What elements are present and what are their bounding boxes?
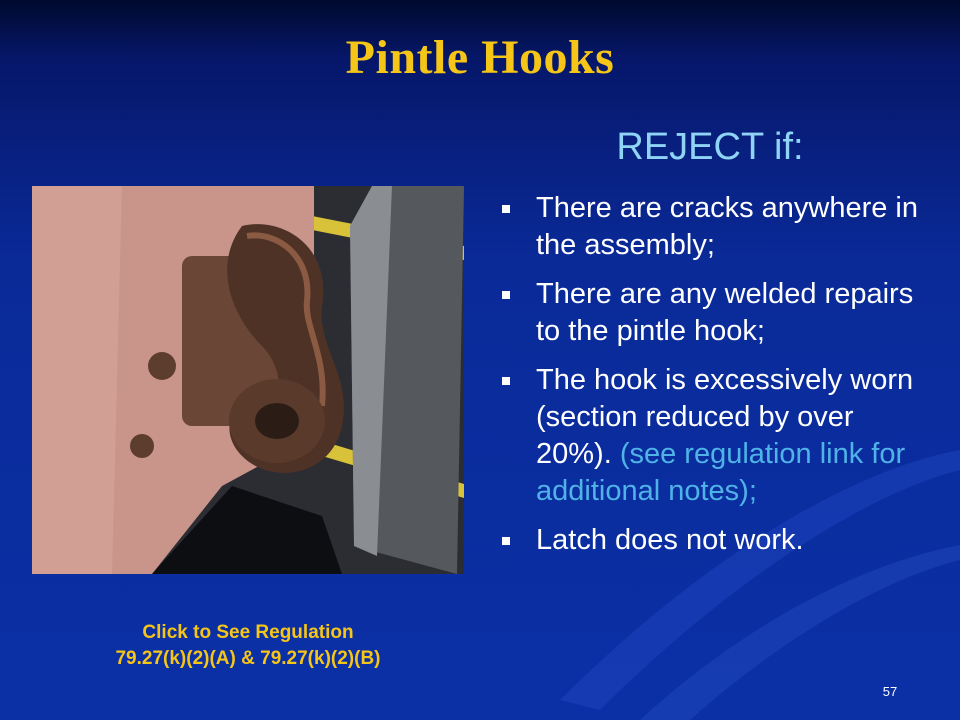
- bullet-item-latch: Latch does not work.: [496, 522, 936, 559]
- reject-criteria-list: There are cracks anywhere in the assembl…: [496, 190, 936, 571]
- square-bullet-icon: [502, 205, 510, 213]
- bullet-item-excessive-wear: The hook is excessively worn (section re…: [496, 362, 936, 510]
- square-bullet-icon: [502, 377, 510, 385]
- reject-heading: REJECT if:: [616, 126, 804, 168]
- regulation-link-line1[interactable]: Click to See Regulation: [142, 622, 354, 643]
- bullet-text: There are any welded repairs to the pint…: [536, 278, 914, 347]
- regulation-link[interactable]: Click to See Regulation 79.27(k)(2)(A) &…: [32, 620, 464, 672]
- pintle-hook-photo: [32, 186, 464, 574]
- square-bullet-icon: [502, 537, 510, 545]
- bullet-text: The hook is excessively worn (section re…: [536, 364, 914, 470]
- bullet-text: Latch does not work.: [536, 524, 804, 556]
- page-number: 57: [882, 684, 898, 699]
- bullet-item-cracks: There are cracks anywhere in the assembl…: [496, 190, 936, 264]
- bullet-text: There are cracks anywhere in the assembl…: [536, 192, 918, 261]
- square-bullet-icon: [502, 291, 510, 299]
- bullet-item-welded-repairs: There are any welded repairs to the pint…: [496, 276, 936, 350]
- slide-title: Pintle Hooks: [345, 31, 615, 84]
- regulation-note-link[interactable]: (see regulation link for additional note…: [536, 438, 906, 507]
- regulation-link-line2[interactable]: 79.27(k)(2)(A) & 79.27(k)(2)(B): [115, 648, 381, 669]
